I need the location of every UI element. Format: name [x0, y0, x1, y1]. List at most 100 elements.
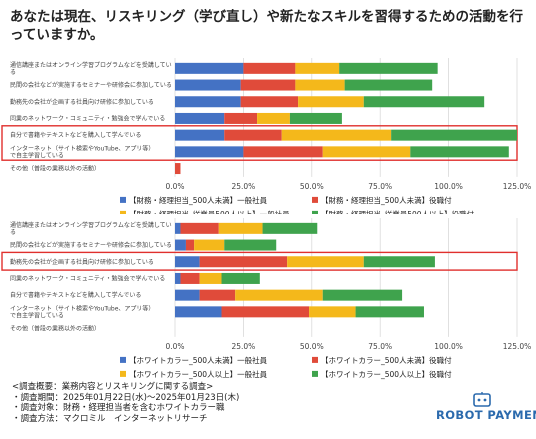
- legend-label: 【ホワイトカラー_500人未満】一般社員: [129, 355, 268, 365]
- bar-segment: [221, 306, 310, 318]
- bar-segment: [194, 239, 225, 251]
- bar-segment: [295, 79, 345, 91]
- legend-label: 【ホワイトカラー_500人以上】役職付: [321, 369, 452, 379]
- legend-label: 【ホワイトカラー_500人未満】役職付: [321, 355, 452, 365]
- category-label: 民間の会社などが実施するセミナーや研修会に参加している: [10, 81, 172, 89]
- x-tick-label: 75.0%: [368, 342, 392, 351]
- category-label: 勤務先の会社が企画する社員向け研修に参加している: [10, 258, 154, 266]
- legend-label: 【財務・経理担当_500人未満】一般社員: [129, 195, 268, 205]
- robot-head-icon: [473, 392, 491, 407]
- category-label: 自分で書籍やテキストなどを購入して学んでいる: [10, 291, 141, 299]
- bar-segment: [175, 146, 244, 158]
- bar-segment: [344, 79, 433, 91]
- bar-segment: [240, 96, 299, 108]
- bar-segment: [175, 112, 225, 124]
- category-label: インターネット（サイト検索やYouTube、アプリ等）で自主学習している: [10, 304, 154, 319]
- bar-segment: [257, 112, 290, 124]
- bar-segment: [363, 256, 435, 268]
- category-label: 勤務先の会社が企画する社員向け研修に参加している: [10, 98, 154, 106]
- bar-segment: [224, 129, 282, 141]
- bar-segment: [185, 239, 195, 251]
- bar-segment: [289, 112, 342, 124]
- robot-payment-logo: ROBOT PAYMENT: [436, 392, 536, 428]
- survey-note-period: ・調査期間：2025年01月22日(水)〜2025年01月23日(木): [12, 392, 240, 403]
- page-title: あなたは現在、リスキリング（学び直し）や新たなスキルを習得するための活動を行って…: [10, 9, 523, 43]
- bar-segment: [175, 79, 241, 91]
- bar-segment: [235, 289, 323, 301]
- category-label: 自分で書籍やテキストなどを購入して学んでいる: [10, 131, 141, 139]
- bar-segment: [175, 222, 181, 234]
- highlight-box: [1, 251, 518, 271]
- legend-swatch: [120, 210, 126, 214]
- bar-segment: [175, 96, 241, 108]
- legend-label: 【財務・経理担当_従業員500人以上】一般社員: [129, 209, 290, 214]
- highlight-box: [1, 125, 518, 161]
- x-tick-label: 25.0%: [231, 342, 255, 351]
- legend-swatch: [120, 370, 126, 377]
- bar-segment: [199, 272, 222, 284]
- legend-swatch: [120, 356, 126, 363]
- bar-segment: [175, 289, 200, 301]
- legend-swatch: [312, 356, 318, 363]
- legend-label: 【財務・経理担当_500人未満】役職付: [321, 195, 452, 205]
- category-label: 通信講座またはオンライン学習プログラムなどを受講している: [10, 61, 172, 76]
- bar-segment: [240, 79, 296, 91]
- bar-segment: [243, 146, 323, 158]
- bar-segment: [262, 222, 318, 234]
- bar-segment: [175, 163, 181, 175]
- bar-segment: [175, 129, 225, 141]
- bar-segment: [410, 146, 509, 158]
- bar-segment: [199, 256, 288, 268]
- bar-segment: [298, 96, 364, 108]
- survey-note-method: ・調査方法：マクロミル インターネットリサーチ: [12, 413, 208, 424]
- bar-segment: [199, 289, 236, 301]
- x-tick-label: 50.0%: [300, 182, 324, 191]
- logo-text: ROBOT PAYMENT: [436, 408, 536, 422]
- bar-segment: [309, 306, 356, 318]
- x-tick-label: 100.0%: [434, 342, 463, 351]
- bar-segment: [287, 256, 364, 268]
- legend-label: 【財務・経理担当_従業員500人以上】役職付: [321, 209, 475, 214]
- survey-note-heading: <調査概要：業務内容とリスキリングに関する調査>: [12, 382, 214, 392]
- legend-swatch: [312, 210, 318, 214]
- bar-segment: [218, 222, 263, 234]
- x-tick-label: 125.0%: [503, 342, 532, 351]
- bar-segment: [180, 222, 219, 234]
- legend-swatch: [312, 196, 318, 203]
- bar-segment: [224, 112, 258, 124]
- x-tick-label: 75.0%: [368, 182, 392, 191]
- category-label: 同業のネットワーク・コミュニティ・勉強会で学んでいる: [10, 114, 165, 122]
- bar-segment: [322, 146, 411, 158]
- bar-segment: [391, 129, 517, 141]
- chart-white-collar: 0.0% 25.0% 50.0% 75.0% 100.0% 125.0% 通信講座またはオン…: [1, 218, 532, 379]
- chart-finance-accounting: 0.0% 25.0% 50.0% 75.0% 100.0% 125.0% 通信講座またはオン…: [1, 58, 531, 214]
- category-label: 同業のネットワーク・コミュニティ・勉強会で学んでいる: [10, 274, 165, 282]
- x-tick-label: 50.0%: [300, 342, 324, 351]
- survey-note-target: ・調査対象：財務・経理担当者を含むホワイトカラー職: [12, 403, 225, 414]
- bar-segment: [339, 62, 438, 74]
- bar-segment: [175, 272, 181, 284]
- category-label: 民間の会社などが実施するセミナーや研修会に参加している: [10, 241, 172, 249]
- x-tick-label: 100.0%: [434, 182, 463, 191]
- category-label: その他（普段の業務以外の活動）: [10, 325, 100, 333]
- bar-segment: [224, 239, 277, 251]
- bar-segment: [175, 239, 186, 251]
- bar-segment: [175, 306, 222, 318]
- x-tick-label: 25.0%: [231, 182, 255, 191]
- bar-segment: [175, 62, 244, 74]
- legend-label: 【ホワイトカラー_500人以上】一般社員: [129, 369, 268, 379]
- bar-segment: [180, 272, 200, 284]
- x-tick-label: 0.0%: [165, 342, 184, 351]
- bar-segment: [221, 272, 260, 284]
- category-label: その他（普段の業務以外の活動）: [10, 165, 100, 173]
- bar-segment: [355, 306, 424, 318]
- bar-segment: [363, 96, 485, 108]
- survey-notes: <調査概要：業務内容とリスキリングに関する調査> ・調査期間：2025年01月2…: [12, 382, 239, 424]
- bar-segment: [243, 62, 296, 74]
- x-tick-label: 0.0%: [165, 182, 184, 191]
- bar-segment: [281, 129, 392, 141]
- category-label: 通信講座またはオンライン学習プログラムなどを受講している: [10, 221, 172, 236]
- bar-segment: [295, 62, 340, 74]
- bar-segment: [322, 289, 403, 301]
- bar-segment: [175, 256, 200, 268]
